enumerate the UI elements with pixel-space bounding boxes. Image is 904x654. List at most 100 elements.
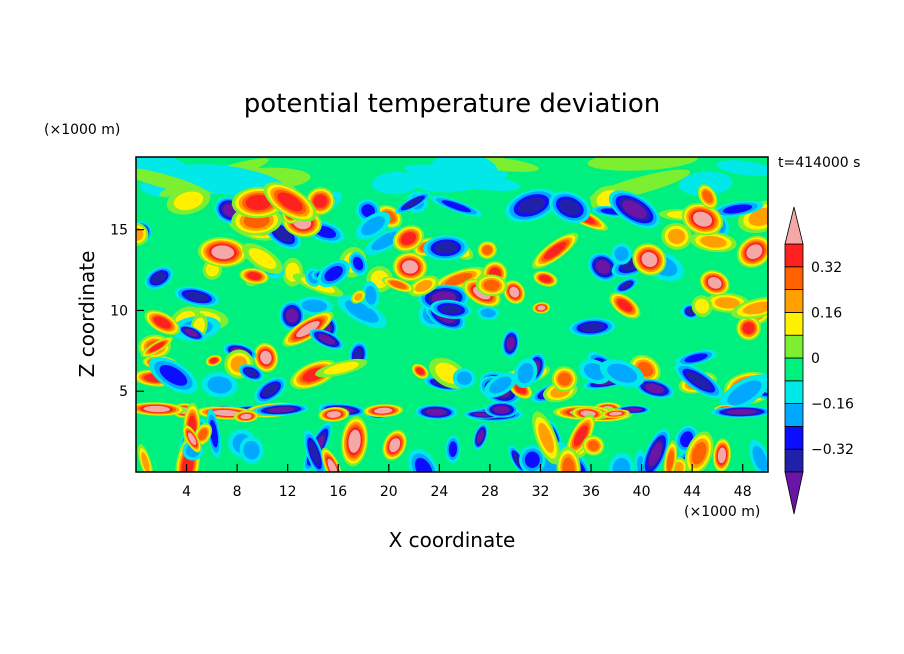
colorbar-label: −0.16 [811, 397, 854, 413]
field-contour-blob [414, 457, 433, 472]
field-contour-blob [371, 171, 420, 195]
field-contour-blob [441, 200, 472, 213]
colorbar: 0.32 0.16 0 −0.16 −0.32 [784, 206, 854, 515]
field-contour-blob [456, 371, 472, 386]
x-tick-label: 4 [182, 484, 191, 500]
field-contour-blob [211, 245, 235, 260]
colorbar-label: 0 [811, 351, 820, 367]
field-contour-blob [416, 367, 425, 375]
field-contour-blob [354, 292, 363, 301]
colorbar-segment [784, 403, 804, 427]
colorbar-segment [784, 311, 804, 336]
field-contour-blob [726, 409, 757, 415]
y-tick-label: 10 [110, 303, 128, 319]
field-contour-blob [327, 458, 338, 472]
field-contour-blob [326, 411, 342, 418]
field-contour-blob [667, 228, 686, 244]
field-contour-blob [400, 232, 416, 245]
field-contour-blob [348, 429, 361, 453]
contour-field [136, 157, 768, 472]
field-contour-blob [136, 167, 207, 195]
colorbar-label: −0.32 [811, 442, 854, 458]
field-contour-blob [301, 299, 327, 313]
field-contour-blob [562, 457, 575, 472]
field-contour-blob [285, 308, 299, 323]
field-contour-blob [506, 336, 515, 351]
field-contour-blob [693, 211, 712, 227]
field-contour-blob [622, 200, 647, 219]
x-axis-ticks: 4 8 12 16 20 24 28 32 36 40 44 48 [182, 464, 752, 500]
field-contour-blob [686, 371, 712, 390]
field-contour-blob [544, 242, 567, 260]
x-unit-label: (×1000 m) [684, 504, 760, 520]
field-contour-blob [324, 265, 343, 282]
x-tick-label: 24 [430, 484, 448, 500]
field-contour-blob [344, 300, 379, 323]
field-contour-blob [159, 365, 188, 386]
field-contour-blob [538, 422, 554, 453]
field-contour-blob [245, 195, 272, 211]
plot-frame [135, 156, 769, 473]
field-contour-blob [648, 441, 663, 467]
field-contour-blob [260, 350, 272, 365]
field-blobs [136, 157, 768, 472]
field-contour-blob [517, 362, 534, 384]
field-contour-blob [361, 204, 375, 218]
x-tick-label: 48 [734, 484, 752, 500]
colorbar-segment [784, 289, 804, 313]
colorbar-segment [784, 334, 804, 359]
field-contour-blob [707, 277, 722, 289]
field-contour-blob [702, 190, 713, 204]
field-contour-blob [240, 413, 252, 420]
field-contour-blob [608, 411, 623, 416]
colorbar-segment [784, 448, 804, 473]
field-contour-blob [173, 191, 204, 211]
field-contour-blob [620, 281, 632, 290]
y-unit-label: (×1000 m) [44, 122, 120, 138]
field-contour-blob [752, 445, 768, 472]
field-contour-blob [308, 441, 321, 466]
field-contour-blob [149, 342, 165, 352]
y-axis-label: Z coordinate [75, 251, 99, 378]
field-contour-blob [607, 363, 638, 383]
field-contour-blob [141, 452, 150, 472]
field-contour-blob [673, 461, 684, 472]
field-contour-blob [389, 280, 407, 289]
field-contour-blob [539, 274, 552, 283]
x-tick-label: 44 [683, 484, 701, 500]
field-contour-blob [614, 246, 629, 262]
field-contour-blob [207, 376, 232, 394]
field-contour-blob [482, 245, 493, 255]
field-contour-blob [389, 438, 401, 453]
field-contour-blob [694, 298, 710, 314]
field-contour-blob [666, 450, 674, 472]
field-contour-blob [365, 285, 377, 305]
field-contour-blob [617, 299, 633, 312]
field-contour-blob [716, 160, 768, 177]
colorbar-top-arrow [784, 206, 804, 245]
field-contour-blob [717, 447, 727, 464]
field-contour-blob [448, 441, 458, 457]
time-label: t=414000 s [778, 155, 860, 171]
field-contour-blob [248, 248, 277, 269]
field-contour-blob [361, 216, 385, 236]
field-contour-blob [509, 286, 520, 298]
field-contour-blob [684, 353, 708, 363]
field-contour-blob [524, 451, 540, 468]
x-axis-label: X coordinate [389, 528, 516, 552]
field-contour-blob [247, 272, 262, 280]
y-axis-ticks: 5 10 15 [110, 223, 144, 400]
field-contour-blob [679, 171, 733, 196]
x-tick-label: 8 [233, 484, 242, 500]
field-contour-blob [277, 192, 303, 212]
field-contour-blob [444, 272, 473, 286]
field-contour-blob [430, 157, 498, 184]
colorbar-segment [784, 425, 804, 450]
field-contour-blob [198, 428, 208, 441]
field-contour-blob [559, 199, 581, 216]
field-contour-blob [625, 407, 642, 412]
field-contour-blob [483, 279, 500, 291]
field-contour-blob [313, 194, 328, 208]
y-tick-label: 5 [119, 384, 128, 400]
field-contour-blob [746, 244, 763, 260]
